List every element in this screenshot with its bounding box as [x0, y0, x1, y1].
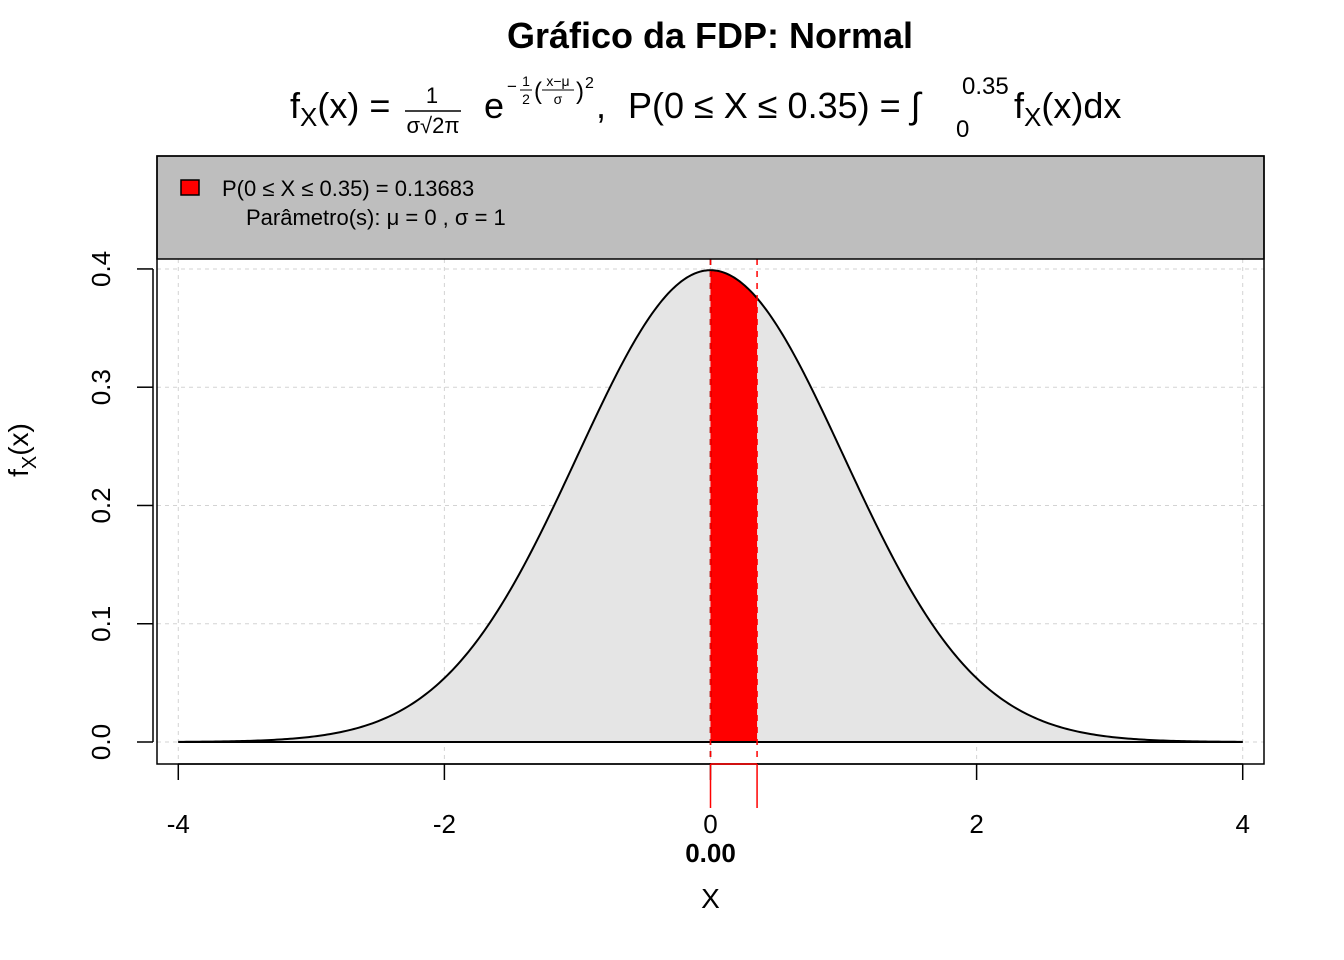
formula-frac-num: 1 [426, 83, 438, 108]
formula-exp-half-num: 1 [522, 73, 530, 89]
x-axis: -4 -2 0 2 4 [167, 763, 1250, 839]
y-tick-label-1: 0.1 [86, 606, 116, 642]
formula-exp-paren-close: ) [576, 78, 584, 105]
formula-exp-inner-num: x−μ [546, 73, 569, 89]
y-axis-label: fX(x) [3, 423, 41, 477]
formula-int-f-sub: X [1024, 102, 1041, 132]
formula-exp-inner-den: σ [554, 91, 563, 107]
chart-subtitle-formula: fX(x) = 1 σ√2π e − 1 2 ( x−μ σ ) 2 , P(0… [290, 73, 1121, 143]
interval-axis-marks [709, 763, 758, 808]
y-axis-label-sub: X [19, 456, 41, 469]
density-curve [178, 269, 1243, 743]
formula-int-f: f [1014, 85, 1025, 126]
legend-entry-parameters: Parâmetro(s): μ = 0 , σ = 1 [246, 205, 506, 230]
formula-f-sub: X [300, 102, 317, 132]
x-tick-label-4: 4 [1235, 809, 1249, 839]
formula-f-arg: (x) = [317, 85, 390, 126]
legend-swatch [180, 179, 200, 196]
formula-frac-den: σ√2π [406, 113, 459, 138]
formula-f: f [290, 85, 301, 126]
interval-start-label: 0.00 [685, 838, 736, 868]
svg-text:fX(x)dx: fX(x)dx [1014, 85, 1121, 132]
formula-exp-half-den: 2 [522, 91, 530, 107]
formula-comma: , [596, 85, 606, 126]
probability-region [710, 270, 758, 743]
formula-prob: P(0 ≤ X ≤ 0.35) = ∫ [628, 85, 923, 126]
formula-int-lower: 0 [956, 116, 969, 143]
formula-exp-paren-open: ( [534, 78, 542, 105]
x-axis-label: X [701, 883, 720, 914]
x-tick-label-0: -4 [167, 809, 190, 839]
formula-exp-minus: − [507, 77, 517, 96]
y-tick-label-0: 0.0 [86, 724, 116, 760]
formula-e: e [484, 85, 504, 126]
x-tick-label-3: 2 [969, 809, 983, 839]
formula-exp-power: 2 [585, 75, 594, 92]
svg-text:fX(x) =: fX(x) = [290, 85, 390, 132]
y-tick-label-3: 0.3 [86, 369, 116, 405]
x-tick-label-1: -2 [433, 809, 456, 839]
y-tick-label-4: 0.4 [86, 251, 116, 287]
y-axis-label-f: f [3, 469, 34, 477]
chart-title: Gráfico da FDP: Normal [507, 15, 913, 56]
legend-entry-probability: P(0 ≤ X ≤ 0.35) = 0.13683 [222, 176, 474, 201]
formula-int-rest: (x)dx [1041, 85, 1121, 126]
y-tick-label-2: 0.2 [86, 487, 116, 523]
formula-int-upper: 0.35 [962, 73, 1009, 100]
y-axis-label-rest: (x) [3, 423, 34, 456]
y-axis: 0.0 0.1 0.2 0.3 0.4 [86, 251, 154, 760]
x-tick-label-2: 0 [703, 809, 717, 839]
